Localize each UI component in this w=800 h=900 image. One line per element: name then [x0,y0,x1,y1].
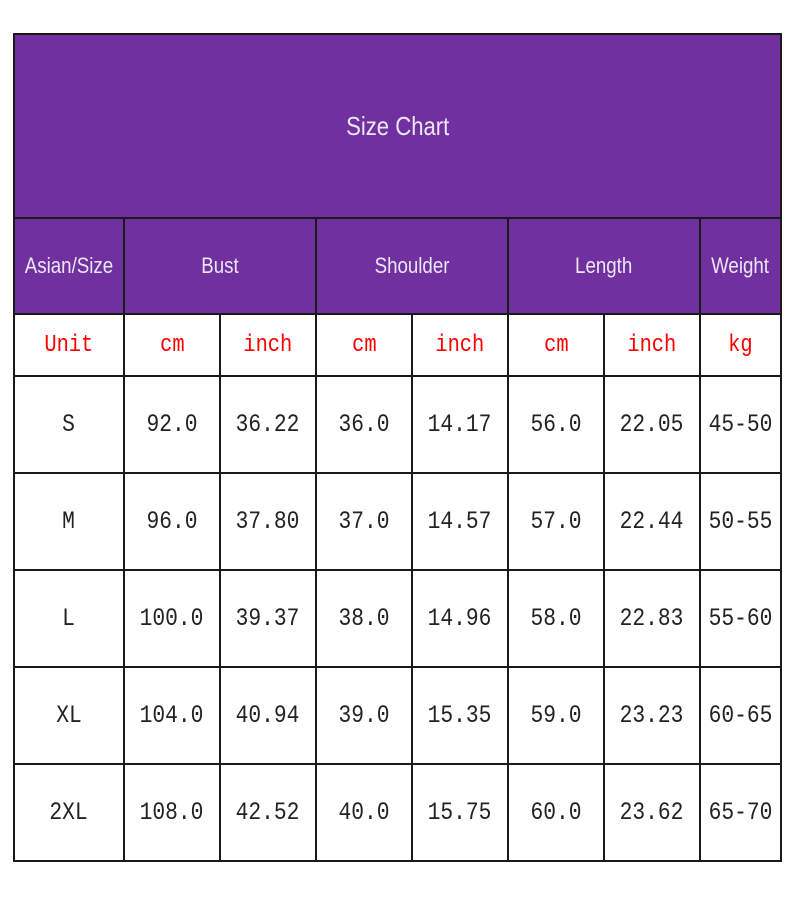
table-title: Size Chart [12,33,783,219]
unit-cell: inch [219,313,317,377]
size-chart-table: Size Chart Asian/Size Bust Shoulder Leng… [12,33,783,862]
value-cell: 36.22 [219,375,317,474]
value-cell: 23.23 [603,666,701,765]
value-cell: 23.62 [603,763,701,862]
value-cell: 55-60 [698,569,783,668]
value-cell: 60-65 [698,666,783,765]
value-cell: 42.52 [219,763,317,862]
value-cell: 22.05 [603,375,701,474]
table-row: 2XL 108.0 42.52 40.0 15.75 60.0 23.62 65-70 [13,763,783,862]
unit-cell: inch [411,313,509,377]
value-cell: 39.0 [315,666,413,765]
value-cell: 14.57 [411,472,509,571]
value-cell: 104.0 [123,666,221,765]
value-cell: 40.0 [315,763,413,862]
value-cell: 37.0 [315,472,413,571]
value-cell: 45-50 [698,375,783,474]
value-cell: 60.0 [507,763,605,862]
unit-row: Unit cm inch cm inch cm inch kg [13,313,783,377]
value-cell: 38.0 [315,569,413,668]
size-cell: 2XL [13,763,125,862]
value-cell: 22.44 [603,472,701,571]
value-cell: 50-55 [698,472,783,571]
header-weight: Weight [698,217,783,315]
unit-cell: Unit [13,313,125,377]
value-cell: 108.0 [123,763,221,862]
value-cell: 96.0 [123,472,221,571]
value-cell: 40.94 [219,666,317,765]
header-shoulder: Shoulder [315,217,509,315]
header-size: Asian/Size [13,217,125,315]
size-cell: M [13,472,125,571]
value-cell: 100.0 [123,569,221,668]
value-cell: 65-70 [698,763,783,862]
unit-cell: cm [315,313,413,377]
table-row: S 92.0 36.22 36.0 14.17 56.0 22.05 45-50 [13,375,783,474]
value-cell: 39.37 [219,569,317,668]
value-cell: 59.0 [507,666,605,765]
value-cell: 14.17 [411,375,509,474]
unit-cell: kg [698,313,783,377]
header-bust: Bust [123,217,317,315]
value-cell: 37.80 [219,472,317,571]
header-length: Length [507,217,701,315]
size-cell: XL [13,666,125,765]
value-cell: 15.35 [411,666,509,765]
value-cell: 56.0 [507,375,605,474]
value-cell: 22.83 [603,569,701,668]
unit-cell: inch [603,313,701,377]
value-cell: 57.0 [507,472,605,571]
value-cell: 92.0 [123,375,221,474]
size-cell: L [13,569,125,668]
table-row: L 100.0 39.37 38.0 14.96 58.0 22.83 55-60 [13,569,783,668]
value-cell: 15.75 [411,763,509,862]
value-cell: 36.0 [315,375,413,474]
unit-cell: cm [123,313,221,377]
table-row: M 96.0 37.80 37.0 14.57 57.0 22.44 50-55 [13,472,783,571]
unit-cell: cm [507,313,605,377]
value-cell: 58.0 [507,569,605,668]
value-cell: 14.96 [411,569,509,668]
table-row: XL 104.0 40.94 39.0 15.35 59.0 23.23 60-65 [13,666,783,765]
size-cell: S [13,375,125,474]
